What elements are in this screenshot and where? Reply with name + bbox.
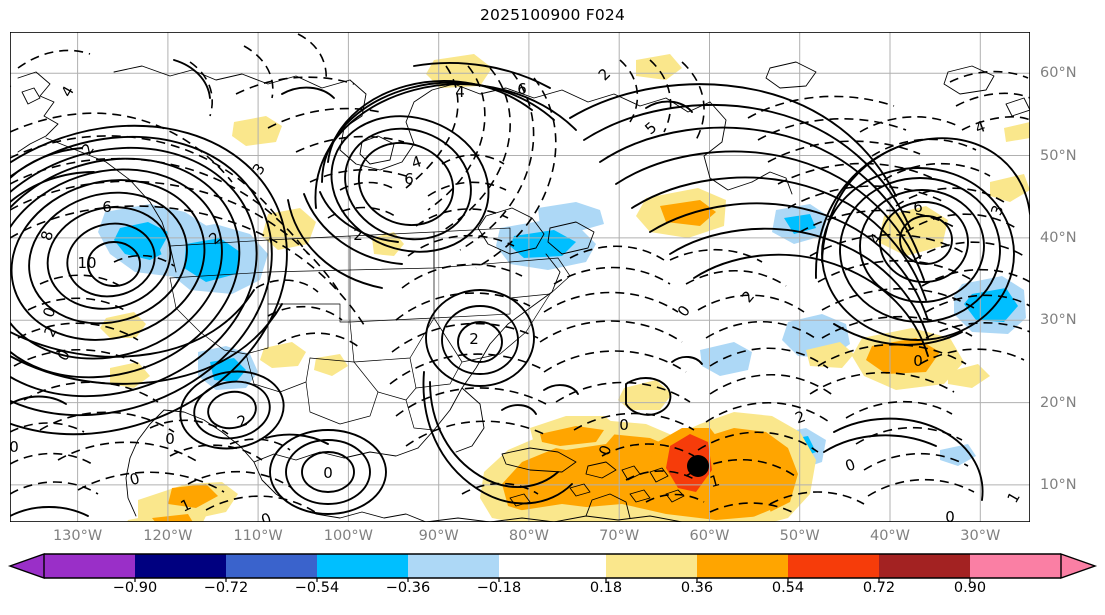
svg-text:0: 0 bbox=[10, 438, 19, 456]
svg-text:0: 0 bbox=[165, 430, 175, 448]
lon-tick-9: 40°W bbox=[869, 528, 911, 544]
lon-tick-10: 30°W bbox=[960, 528, 1001, 544]
svg-text:6: 6 bbox=[102, 198, 112, 216]
colorbar-tick-3: −0.36 bbox=[385, 580, 431, 596]
svg-text:0: 0 bbox=[945, 508, 955, 522]
svg-text:1: 1 bbox=[708, 471, 722, 491]
lon-tick-4: 90°W bbox=[418, 528, 459, 544]
svg-text:4: 4 bbox=[455, 83, 465, 101]
colorbar-tick-4: −0.18 bbox=[476, 580, 522, 596]
colorbar-swatches bbox=[10, 554, 1095, 578]
svg-text:8: 8 bbox=[37, 229, 57, 243]
map-canvas: 6 8 10 2 0 2 3 6 4 4 6 2 2 2 0 0 0 bbox=[10, 32, 1030, 522]
svg-text:0: 0 bbox=[619, 416, 629, 434]
colorbar-tick-6: 0.36 bbox=[680, 580, 714, 596]
lon-tick-0: 130°W bbox=[52, 528, 103, 544]
colorbar-tick-8: 0.72 bbox=[862, 580, 896, 596]
colorbar-tick-1: −0.72 bbox=[203, 580, 249, 596]
colorbar-outline bbox=[7, 553, 1098, 579]
svg-text:6: 6 bbox=[517, 80, 527, 98]
lon-tick-2: 110°W bbox=[233, 528, 283, 544]
colorbar-tick-7: 0.54 bbox=[771, 580, 805, 596]
figure-title: 2025100900 F024 bbox=[479, 6, 626, 24]
svg-text:0: 0 bbox=[128, 469, 142, 489]
lon-tick-8: 50°W bbox=[779, 528, 820, 544]
svg-text:4: 4 bbox=[10, 77, 16, 94]
svg-text:2: 2 bbox=[353, 226, 363, 244]
gridlines bbox=[10, 32, 1030, 522]
lon-tick-6: 70°W bbox=[599, 528, 640, 544]
lat-tick-3: 30°N bbox=[1040, 312, 1077, 329]
lon-tick-5: 80°W bbox=[508, 528, 549, 544]
colorbar-tick-9: 0.90 bbox=[953, 580, 987, 596]
solid-contours bbox=[10, 59, 1030, 517]
lat-tick-5: 10°N bbox=[1040, 476, 1077, 493]
lat-tick-0: 60°N bbox=[1040, 65, 1077, 82]
svg-text:0: 0 bbox=[913, 352, 923, 370]
svg-text:6: 6 bbox=[913, 198, 923, 216]
svg-text:6: 6 bbox=[404, 170, 414, 188]
lat-tick-2: 40°N bbox=[1040, 229, 1077, 246]
tropical-cyclone-marker bbox=[687, 455, 709, 477]
lon-tick-1: 120°W bbox=[143, 528, 193, 544]
colorbar: −0.90 −0.72 −0.54 −0.36 −0.18 0.18 0.36 … bbox=[0, 552, 1105, 615]
colorbar-tick-0: −0.90 bbox=[112, 580, 158, 596]
colorbar-tick-5: 0.18 bbox=[589, 580, 623, 596]
svg-text:10: 10 bbox=[77, 254, 96, 272]
colorbar-ticks bbox=[134, 578, 971, 582]
svg-text:2: 2 bbox=[469, 330, 479, 348]
lon-tick-3: 100°W bbox=[323, 528, 374, 544]
colorbar-tick-2: −0.54 bbox=[294, 580, 340, 596]
colorbar-canvas bbox=[7, 553, 1098, 582]
map-panel: 6 8 10 2 0 2 3 6 4 4 6 2 2 2 0 0 0 bbox=[10, 32, 1030, 522]
lon-tick-7: 60°W bbox=[689, 528, 730, 544]
svg-text:0: 0 bbox=[323, 464, 333, 482]
lat-tick-4: 20°N bbox=[1040, 394, 1077, 411]
lat-tick-1: 50°N bbox=[1040, 147, 1077, 164]
